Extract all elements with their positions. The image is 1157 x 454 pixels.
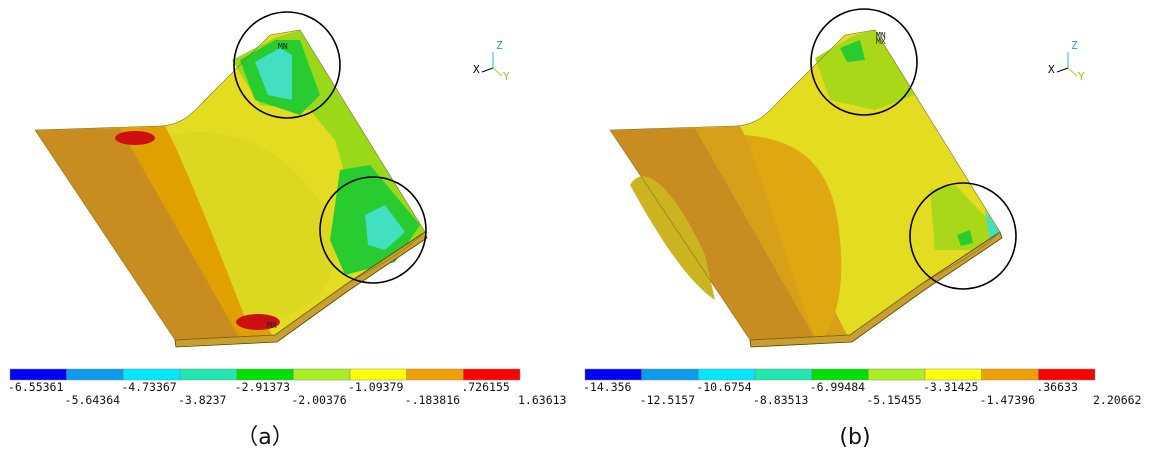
colorbar-label: -6.55361 (8, 380, 63, 394)
axis-x (1057, 68, 1068, 72)
axis-y (493, 68, 502, 76)
colorbar-segment (293, 369, 350, 380)
axis-z-label: Z (1071, 39, 1078, 52)
colorbar-label: -.183816 (405, 393, 460, 407)
colorbar-segment (868, 369, 925, 380)
colorbar-segment (585, 369, 642, 380)
colorbar-label: -1.47396 (980, 393, 1035, 407)
colorbar-segment (463, 369, 520, 380)
axis-x-label: X (473, 63, 480, 76)
colorbar-label: 2.20662 (1093, 393, 1141, 407)
caption: (b) (839, 425, 870, 450)
colorbar-label: -3.31425 (923, 380, 978, 394)
colorbar-segment (123, 369, 180, 380)
colorbar-label: -1.09379 (348, 380, 403, 394)
max-spot (115, 131, 155, 145)
colorbar-label: -5.15455 (866, 393, 921, 407)
colorbar-segment (642, 369, 699, 380)
colorbar-segment (755, 369, 812, 380)
colorbar-label: .726155 (461, 380, 509, 394)
colorbar-segment (698, 369, 755, 380)
colorbar-label: -8.83513 (753, 393, 808, 407)
colorbar-label: -5.64364 (65, 393, 120, 407)
colorbar-segment (237, 369, 294, 380)
max-label: MX (267, 321, 277, 330)
axis-y (1068, 68, 1077, 76)
axis-x (482, 68, 493, 72)
colorbar-label: -12.5157 (640, 393, 695, 407)
colorbar-label: -2.91373 (235, 380, 290, 394)
axis-y-label: Y (503, 70, 510, 83)
colorbar-label: -6.99484 (810, 380, 865, 394)
caption: （a） (236, 425, 293, 450)
max-label: MX (876, 37, 886, 46)
colorbar-segment (10, 369, 67, 380)
min-label: MN (278, 42, 288, 51)
colorbar-segment (350, 369, 407, 380)
colorbar-label: -4.73367 (121, 380, 176, 394)
colorbar-segment (407, 369, 464, 380)
panel: MN MX Z X Y -6.55361 -4.73367 -2.91373 -1.09379.… (8, 12, 567, 450)
axis-x-label: X (1048, 63, 1055, 76)
colorbar-segment (67, 369, 124, 380)
colorbar-label: -14.356 (583, 380, 632, 394)
colorbar-segment (812, 369, 869, 380)
figure: MN MX Z X Y -6.55361 -4.73367 -2.91373 -1.09379.… (0, 0, 1157, 454)
axis-y-label: Y (1078, 70, 1085, 83)
axis-z-label: Z (496, 39, 503, 52)
colorbar-segment (1038, 369, 1095, 380)
colorbar-segment (925, 369, 982, 380)
colorbar-label: 1.63613 (518, 393, 567, 407)
colorbar-segment (982, 369, 1039, 380)
colorbar-segment (180, 369, 237, 380)
colorbar-label: -3.8237 (178, 393, 227, 407)
colorbar-label: -2.00376 (291, 393, 346, 407)
colorbar-label: -10.6754 (696, 380, 751, 394)
colorbar-label: .36633 (1036, 380, 1078, 394)
